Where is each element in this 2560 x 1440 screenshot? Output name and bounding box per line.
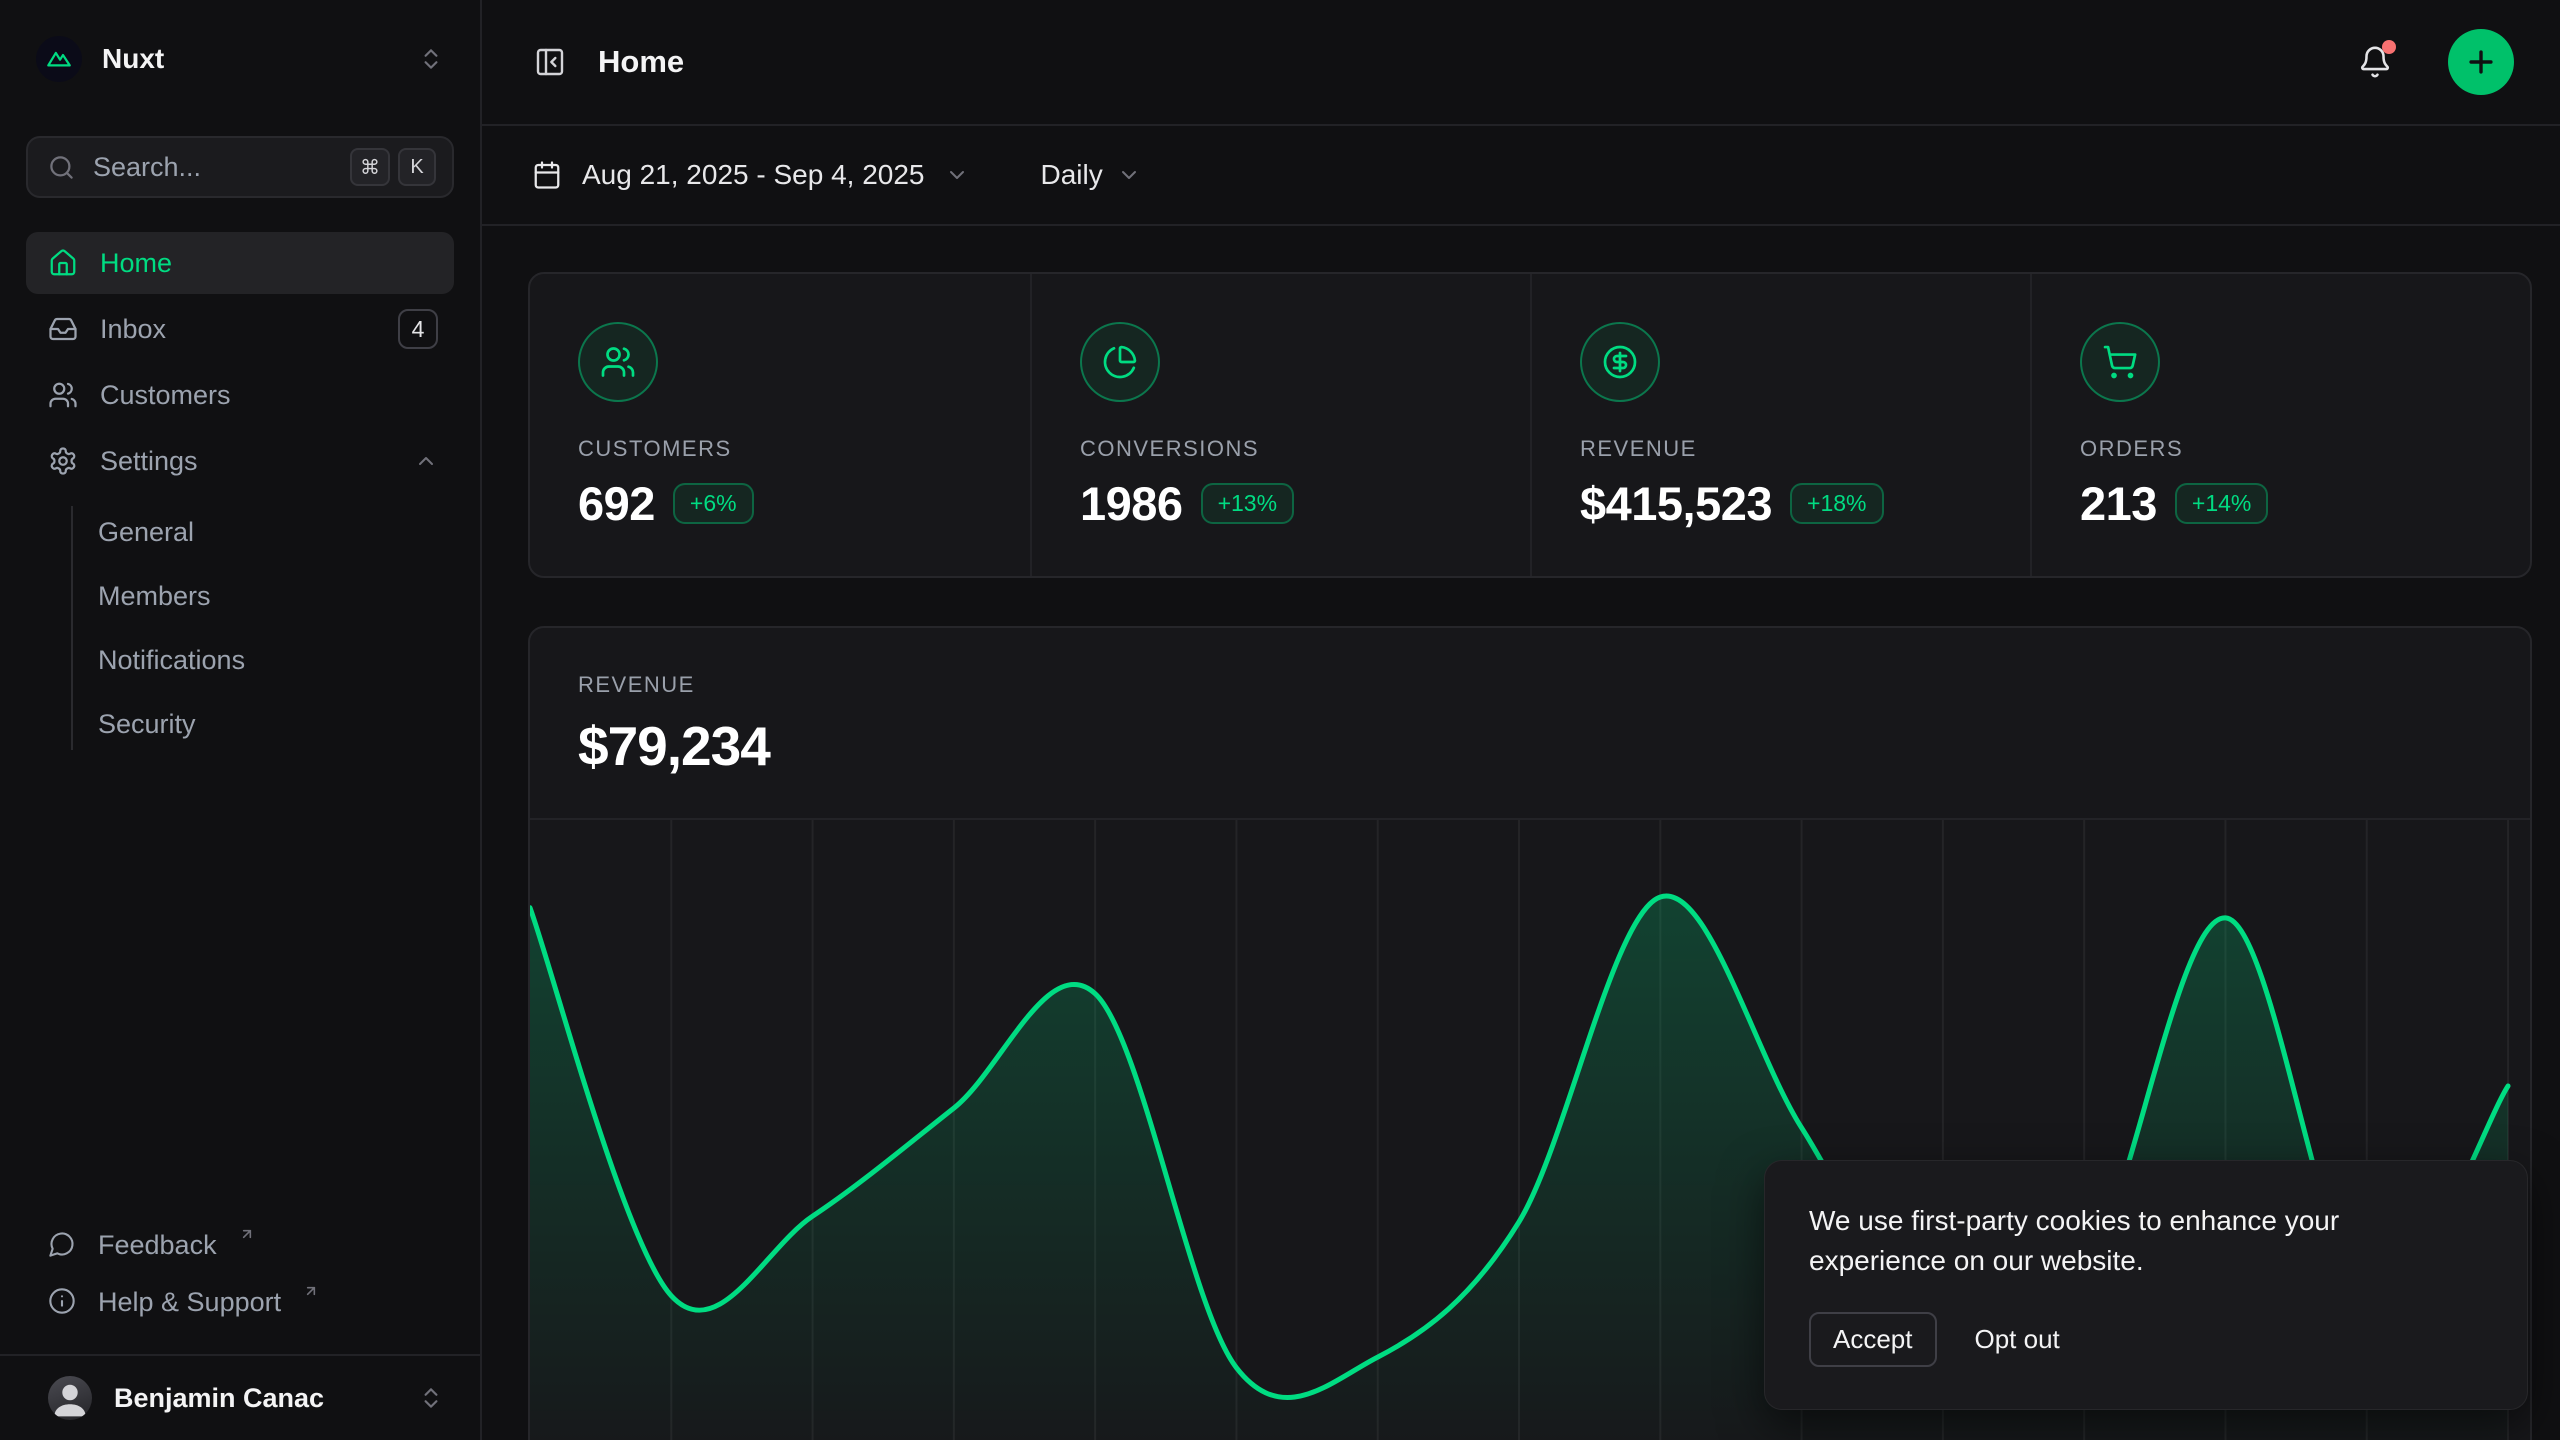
sidebar-footer-links: Feedback Help & Support — [26, 1222, 454, 1336]
sidebar-item-label: Home — [100, 248, 438, 279]
sidebar-item-settings-general[interactable]: General — [26, 500, 454, 564]
settings-subnav: General Members Notifications Security — [26, 500, 454, 756]
sidebar-nav: Home Inbox 4 Customers Settings — [26, 232, 454, 756]
user-name: Benjamin Canac — [114, 1383, 396, 1414]
sidebar-item-home[interactable]: Home — [26, 232, 454, 294]
filters-bar: Aug 21, 2025 - Sep 4, 2025 Daily — [482, 126, 2560, 226]
home-icon — [48, 248, 78, 278]
stat-label: CONVERSIONS — [1080, 436, 1482, 462]
users-icon — [578, 322, 658, 402]
sidebar-item-settings-notifications[interactable]: Notifications — [26, 628, 454, 692]
stat-orders[interactable]: ORDERS 213 +14% — [2030, 274, 2530, 576]
help-support-link[interactable]: Help & Support — [26, 1279, 454, 1326]
stat-label: ORDERS — [2080, 436, 2482, 462]
chevrons-up-down-icon — [418, 1385, 444, 1411]
stat-label: REVENUE — [1580, 436, 1982, 462]
sidebar-item-settings-security[interactable]: Security — [26, 692, 454, 756]
chevron-down-icon — [945, 163, 969, 187]
search-placeholder: Search... — [93, 152, 332, 183]
cart-icon — [2080, 322, 2160, 402]
help-support-label: Help & Support — [98, 1287, 281, 1318]
page-title: Home — [598, 44, 2324, 80]
stat-revenue[interactable]: REVENUE $415,523 +18% — [1530, 274, 2030, 576]
stat-delta-badge: +13% — [1201, 483, 1294, 524]
revenue-chart-value: $79,234 — [578, 714, 2482, 778]
chevron-up-icon — [414, 449, 438, 473]
sidebar-item-label: Settings — [100, 446, 392, 477]
sidebar-spacer — [26, 756, 454, 1222]
add-button[interactable] — [2448, 29, 2514, 95]
cookie-banner: We use first-party cookies to enhance yo… — [1764, 1160, 2528, 1410]
stat-delta-badge: +14% — [2175, 483, 2268, 524]
dollar-circle-icon — [1580, 322, 1660, 402]
chevrons-up-down-icon — [418, 46, 444, 72]
sidebar-item-label: Inbox — [100, 314, 376, 345]
search-icon — [48, 154, 75, 181]
sidebar: Nuxt Search... ⌘ K Home — [0, 0, 482, 1440]
optout-cookies-button[interactable]: Opt out — [1975, 1324, 2060, 1355]
info-circle-icon — [48, 1287, 76, 1315]
users-icon — [48, 380, 78, 410]
accept-cookies-button[interactable]: Accept — [1809, 1312, 1937, 1367]
plus-icon — [2464, 45, 2498, 79]
external-link-icon — [303, 1283, 319, 1299]
date-range-value: Aug 21, 2025 - Sep 4, 2025 — [582, 159, 925, 191]
sidebar-item-settings[interactable]: Settings — [26, 430, 454, 492]
stat-value: 1986 — [1080, 476, 1183, 531]
kbd-cmd: ⌘ — [350, 148, 390, 186]
stat-delta-badge: +6% — [673, 483, 754, 524]
date-range-picker[interactable]: Aug 21, 2025 - Sep 4, 2025 — [532, 159, 969, 191]
gear-icon — [48, 446, 78, 476]
stat-conversions[interactable]: CONVERSIONS 1986 +13% — [1030, 274, 1530, 576]
granularity-select[interactable]: Daily — [1041, 159, 1141, 191]
stat-delta-badge: +18% — [1790, 483, 1883, 524]
sidebar-item-settings-members[interactable]: Members — [26, 564, 454, 628]
chevron-down-icon — [1117, 163, 1141, 187]
search-input[interactable]: Search... ⌘ K — [26, 136, 454, 198]
inbox-unread-badge: 4 — [398, 309, 438, 349]
notification-dot — [2382, 40, 2396, 54]
calendar-icon — [532, 160, 562, 190]
sidebar-item-customers[interactable]: Customers — [26, 364, 454, 426]
kbd-k: K — [398, 148, 436, 186]
inbox-icon — [48, 314, 78, 344]
feedback-label: Feedback — [98, 1230, 217, 1261]
team-name: Nuxt — [102, 43, 398, 75]
stats-card: CUSTOMERS 692 +6% CONVERSIONS 1986 +13% — [528, 272, 2532, 578]
feedback-link[interactable]: Feedback — [26, 1222, 454, 1269]
stat-value: 213 — [2080, 476, 2157, 531]
stat-label: CUSTOMERS — [578, 436, 982, 462]
search-shortcut: ⌘ K — [350, 148, 436, 186]
user-menu[interactable]: Benjamin Canac — [0, 1354, 480, 1440]
stat-value: $415,523 — [1580, 476, 1772, 531]
revenue-chart-label: REVENUE — [578, 672, 2482, 698]
team-switcher[interactable]: Nuxt — [26, 30, 454, 88]
stat-value: 692 — [578, 476, 655, 531]
page-header: Home — [482, 0, 2560, 126]
user-avatar — [48, 1376, 92, 1420]
sidebar-item-label: Customers — [100, 380, 438, 411]
collapse-sidebar-button[interactable] — [528, 40, 572, 84]
cookie-message: We use first-party cookies to enhance yo… — [1809, 1201, 2429, 1282]
notifications-button[interactable] — [2350, 37, 2400, 87]
external-link-icon — [239, 1226, 255, 1242]
nuxt-logo-icon — [36, 36, 82, 82]
sidebar-item-inbox[interactable]: Inbox 4 — [26, 298, 454, 360]
pie-chart-icon — [1080, 322, 1160, 402]
stat-customers[interactable]: CUSTOMERS 692 +6% — [530, 274, 1030, 576]
granularity-value: Daily — [1041, 159, 1103, 191]
message-bubble-icon — [48, 1230, 76, 1258]
